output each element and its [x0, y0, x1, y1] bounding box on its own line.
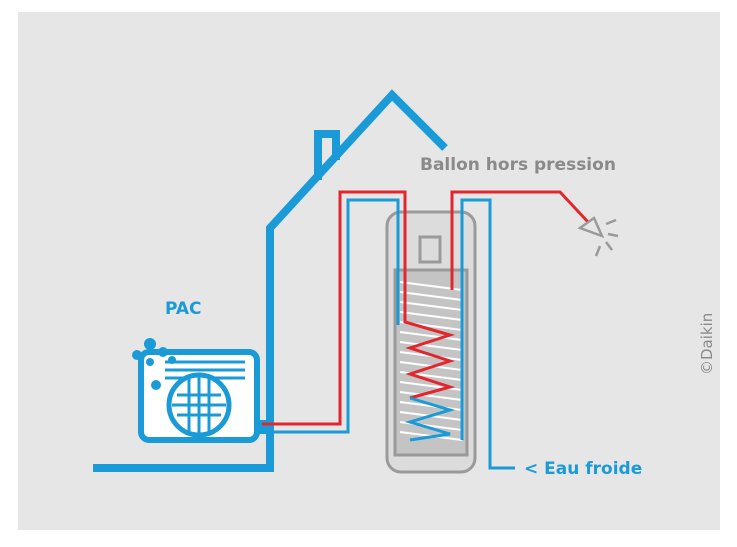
house-outline — [93, 89, 448, 472]
hot-pipe — [262, 190, 456, 426]
credit: ©Daikin — [698, 313, 716, 375]
tank-label: Ballon hors pression — [420, 155, 616, 175]
background — [18, 12, 720, 530]
chimney — [314, 130, 340, 180]
cold-water-label: < Eau froide — [524, 459, 642, 479]
cold-water-in — [460, 198, 515, 470]
hot-water-out — [450, 190, 590, 290]
heat-pump — [132, 338, 267, 443]
heat-pump-label: PAC — [165, 299, 202, 319]
lamp — [577, 216, 619, 257]
return-pipe — [262, 198, 456, 442]
